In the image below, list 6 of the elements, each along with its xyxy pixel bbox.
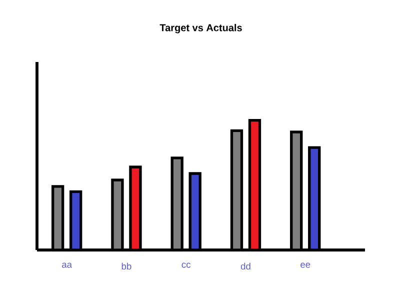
- chart-title: Target vs Actuals: [160, 24, 242, 34]
- x-tick-label: aa: [62, 262, 72, 268]
- x-tick-label: dd: [240, 262, 250, 270]
- x-tick-label: ee: [300, 262, 310, 268]
- x-tick-label: cc: [182, 262, 191, 268]
- x-tick-label: bb: [122, 262, 132, 270]
